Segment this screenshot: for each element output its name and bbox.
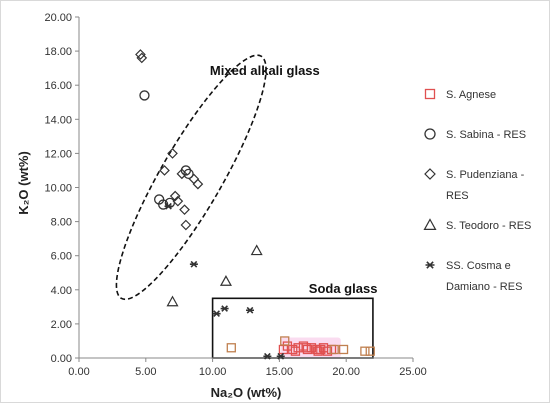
data-point-unlabeled: [338, 344, 349, 355]
legend-marker: [424, 168, 436, 180]
legend-label: Damiano - RES: [446, 281, 522, 293]
mixed-alkali-ellipse: [115, 54, 267, 301]
y-tick-label: 6.00: [51, 251, 72, 263]
data-point-s-pudenziana-res: [135, 49, 146, 60]
data-point-ss-cosma-e-damiano-res: [263, 352, 272, 360]
x-tick-label: 10.00: [199, 366, 227, 378]
data-point-s-agnese: [301, 343, 311, 353]
legend: S. Agnese S. Sabina - RES S. Pudenziana - R…: [423, 88, 531, 293]
data-point-s-teodoro-res: [250, 244, 263, 256]
y-tick-label: 16.00: [44, 80, 72, 92]
x-tick-label: 25.00: [399, 366, 427, 378]
legend-label: S. Teodoro - RES: [446, 220, 531, 232]
legend-marker: [423, 218, 437, 230]
data-point-s-pudenziana-res: [192, 178, 204, 190]
data-point-ss-cosma-e-damiano-res: [164, 202, 173, 210]
data-point-s-sabina-res: [139, 90, 150, 101]
annotation-layer: Mixed alkali glass Soda glass: [210, 63, 378, 296]
legend-label: SS. Cosma e: [446, 260, 511, 272]
legend-marker: [424, 88, 436, 100]
y-tick-label: 12.00: [44, 148, 72, 160]
x-tick-label: 5.00: [135, 366, 156, 378]
y-tick-label: 20.00: [44, 12, 72, 24]
data-point-s-pudenziana-res: [169, 190, 181, 202]
data-point-s-pudenziana-res: [176, 168, 188, 180]
y-tick-label: 14.00: [44, 114, 72, 126]
annotation-label: Mixed alkali glass: [210, 63, 320, 78]
data-point-unlabeled: [280, 336, 290, 346]
data-point-s-pudenziana-res: [179, 204, 190, 216]
y-tick-label: 0.00: [51, 353, 72, 365]
data-point-s-agnese: [290, 346, 301, 356]
data-point-s-agnese: [313, 346, 323, 356]
data-point-unlabeled: [365, 346, 375, 356]
data-point-unlabeled: [360, 346, 370, 356]
data-point-s-pudenziana-res: [167, 148, 178, 159]
x-tick-label: 15.00: [266, 366, 294, 378]
x-tick-label: 0.00: [68, 366, 89, 378]
y-axis-title: K₂O (wt%): [16, 151, 31, 215]
data-point-unlabeled: [226, 343, 236, 353]
legend-marker: [425, 261, 435, 269]
data-point-ss-cosma-e-damiano-res: [246, 306, 255, 314]
data-point-s-pudenziana-res: [180, 219, 192, 231]
data-point-s-agnese: [316, 344, 326, 355]
legend-label: S. Sabina - RES: [446, 129, 526, 141]
x-tick-label: 20.00: [332, 366, 360, 378]
data-point-s-sabina-res: [183, 168, 194, 180]
data-point-ss-cosma-e-damiano-res: [189, 260, 198, 268]
y-tick-label: 10.00: [44, 183, 72, 195]
data-point-ss-cosma-e-damiano-res: [276, 352, 285, 360]
data-point-s-agnese: [288, 344, 298, 355]
legend-label: S. Agnese: [446, 89, 496, 101]
y-tick-label: 2.00: [51, 319, 72, 331]
data-point-s-pudenziana-res: [172, 195, 184, 207]
axes-layer: 0.00 5.00 10.00 15.00 20.00 25.00 0.00 2.00 4.00…: [44, 12, 426, 378]
data-point-ss-cosma-e-damiano-res: [212, 310, 221, 318]
y-tick-label: 18.00: [44, 46, 72, 58]
legend-marker: [424, 128, 436, 140]
points-layer: [135, 49, 375, 360]
data-point-s-teodoro-res: [219, 275, 232, 286]
data-point-s-teodoro-res: [166, 295, 179, 307]
legend-label: RES: [446, 190, 469, 202]
y-tick-label: 4.00: [51, 285, 72, 297]
data-point-s-pudenziana-res: [159, 165, 170, 176]
annotation-label: Soda glass: [309, 281, 378, 296]
data-point-unlabeled: [329, 344, 339, 355]
legend-label: S. Pudenziana -: [446, 169, 525, 181]
data-point-s-pudenziana-res: [136, 52, 148, 64]
data-point-ss-cosma-e-damiano-res: [220, 305, 229, 312]
x-axis-title: Na₂O (wt%): [211, 385, 282, 400]
y-tick-label: 8.00: [51, 217, 72, 229]
